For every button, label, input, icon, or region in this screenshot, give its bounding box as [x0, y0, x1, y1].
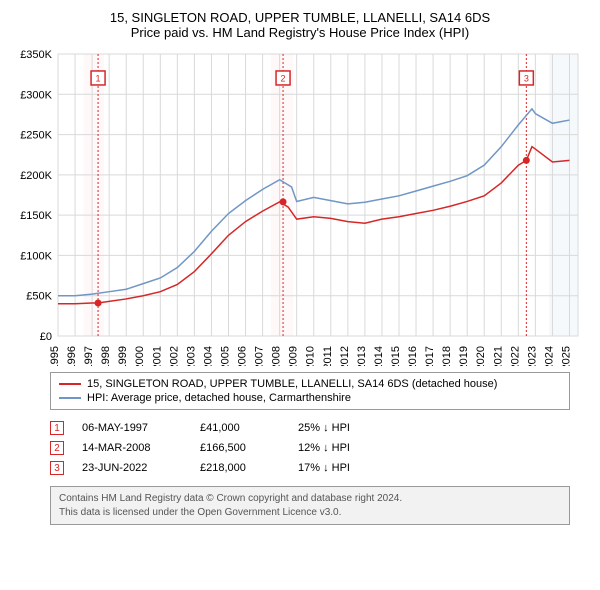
svg-text:2001: 2001: [151, 346, 163, 366]
svg-text:2004: 2004: [202, 346, 214, 366]
svg-text:2008: 2008: [271, 346, 283, 366]
svg-text:£200K: £200K: [20, 170, 52, 182]
svg-text:2018: 2018: [441, 346, 453, 366]
svg-text:1995: 1995: [49, 346, 61, 366]
svg-text:2013: 2013: [356, 346, 368, 366]
svg-text:1997: 1997: [83, 346, 95, 366]
svg-text:1998: 1998: [100, 346, 112, 366]
svg-text:1: 1: [96, 73, 101, 83]
svg-text:£350K: £350K: [20, 49, 52, 61]
line-chart: £0 £50K £100K £150K £200K £250K £300K £350K 1995…: [10, 46, 590, 366]
chart-subtitle: Price paid vs. HM Land Registry's House …: [10, 25, 590, 40]
svg-text:2011: 2011: [322, 346, 334, 366]
legend-label: 15, SINGLETON ROAD, UPPER TUMBLE, LLANEL…: [87, 378, 497, 390]
event-marker: 3: [50, 461, 64, 475]
svg-text:2020: 2020: [475, 346, 487, 366]
license-line-2: This data is licensed under the Open Gov…: [59, 506, 561, 520]
legend-swatch: [59, 383, 81, 385]
event-row: 2 14-MAR-2008 £166,500 12% ↓ HPI: [50, 438, 570, 458]
event-price: £166,500: [200, 442, 280, 454]
legend-swatch: [59, 397, 81, 399]
event-date: 23-JUN-2022: [82, 462, 182, 474]
event-date: 06-MAY-1997: [82, 422, 182, 434]
svg-text:2021: 2021: [492, 346, 504, 366]
svg-text:2007: 2007: [254, 346, 266, 366]
event-diff: 25% ↓ HPI: [298, 422, 350, 434]
svg-text:£0: £0: [40, 331, 52, 343]
svg-text:2000: 2000: [134, 346, 146, 366]
svg-text:2025: 2025: [560, 346, 572, 366]
svg-text:2022: 2022: [509, 346, 521, 366]
svg-text:1996: 1996: [66, 346, 78, 366]
svg-text:3: 3: [524, 73, 529, 83]
chart-area: £0 £50K £100K £150K £200K £250K £300K £350K 1995…: [10, 46, 590, 366]
svg-text:1999: 1999: [117, 346, 129, 366]
legend-item: 15, SINGLETON ROAD, UPPER TUMBLE, LLANEL…: [59, 377, 561, 391]
event-row: 3 23-JUN-2022 £218,000 17% ↓ HPI: [50, 458, 570, 478]
svg-text:2003: 2003: [185, 346, 197, 366]
event-row: 1 06-MAY-1997 £41,000 25% ↓ HPI: [50, 418, 570, 438]
svg-text:£300K: £300K: [20, 89, 52, 101]
svg-text:2005: 2005: [219, 346, 231, 366]
svg-text:2: 2: [281, 73, 286, 83]
event-marker: 1: [50, 421, 64, 435]
event-diff: 12% ↓ HPI: [298, 442, 350, 454]
svg-text:2024: 2024: [543, 346, 555, 366]
license-notice: Contains HM Land Registry data © Crown c…: [50, 486, 570, 525]
svg-text:2006: 2006: [237, 346, 249, 366]
svg-text:£100K: £100K: [20, 250, 52, 262]
svg-text:2017: 2017: [424, 346, 436, 366]
event-date: 14-MAR-2008: [82, 442, 182, 454]
svg-text:£250K: £250K: [20, 130, 52, 142]
svg-text:2023: 2023: [526, 346, 538, 366]
events-table: 1 06-MAY-1997 £41,000 25% ↓ HPI 2 14-MAR-2008…: [50, 418, 570, 478]
svg-text:£150K: £150K: [20, 210, 52, 222]
license-line-1: Contains HM Land Registry data © Crown c…: [59, 492, 561, 506]
svg-text:2015: 2015: [390, 346, 402, 366]
event-marker: 2: [50, 441, 64, 455]
svg-text:2019: 2019: [458, 346, 470, 366]
event-price: £41,000: [200, 422, 280, 434]
svg-text:£50K: £50K: [26, 291, 52, 303]
legend: 15, SINGLETON ROAD, UPPER TUMBLE, LLANEL…: [50, 372, 570, 410]
event-diff: 17% ↓ HPI: [298, 462, 350, 474]
svg-text:2016: 2016: [407, 346, 419, 366]
chart-title: 15, SINGLETON ROAD, UPPER TUMBLE, LLANEL…: [10, 10, 590, 25]
svg-text:2014: 2014: [373, 346, 385, 366]
legend-item: HPI: Average price, detached house, Carm…: [59, 391, 561, 405]
svg-text:2002: 2002: [168, 346, 180, 366]
svg-text:2012: 2012: [339, 346, 351, 366]
svg-text:2010: 2010: [305, 346, 317, 366]
event-price: £218,000: [200, 462, 280, 474]
legend-label: HPI: Average price, detached house, Carm…: [87, 392, 351, 404]
svg-text:2009: 2009: [288, 346, 300, 366]
